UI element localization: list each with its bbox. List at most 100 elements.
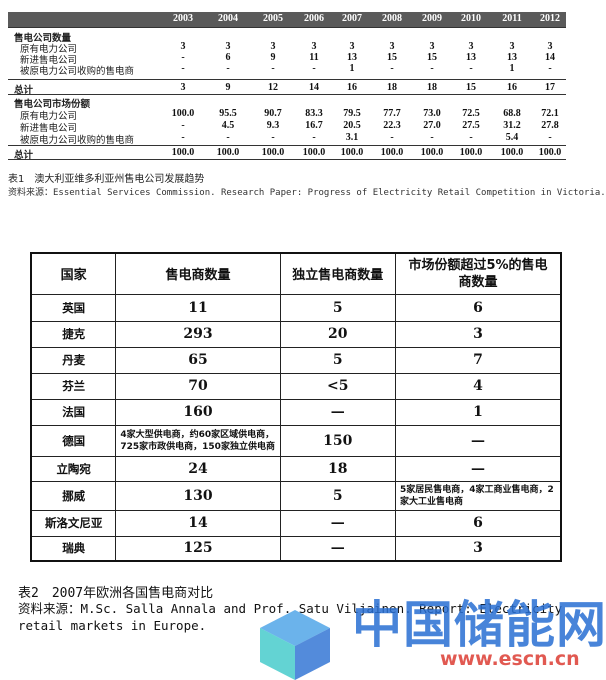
table2: 国家 售电商数量 独立售电商数量 市场份额超过5%的售电商数量 英国 11 5 6 捷克 293 2… (30, 252, 562, 562)
table-row: 德国 4家大型供电商，约60家区域供电商，725家市政供电商，150家独立供电商 1… (30, 424, 562, 457)
cell-value: 73.0 (423, 108, 441, 119)
source1: 资料来源：Essential Services Commission. Rese… (8, 188, 606, 198)
cell-value: - (271, 132, 275, 143)
cell-value: 3 (468, 41, 474, 52)
row-label: 原有电力公司 (20, 44, 78, 55)
value-cell: 7 (394, 346, 562, 374)
cell-value: 31.2 (503, 120, 521, 131)
cell-value: - (469, 132, 473, 143)
value-cell: 5 (279, 480, 396, 511)
value-cell: 4 (394, 372, 562, 400)
value-cell: — (279, 509, 396, 537)
row-label: 新进售电公司 (20, 55, 78, 66)
hline (8, 79, 566, 80)
total-label: 总计 (14, 150, 34, 161)
total-value: 100.0 (538, 147, 562, 158)
cell-value: 27.8 (541, 120, 559, 131)
cell-value: - (181, 52, 185, 63)
cell-value: - (548, 132, 552, 143)
cell-value: - (181, 120, 185, 131)
total-value: 18 (427, 82, 437, 93)
caption2: 表2 2007年欧洲各国售电商对比 (18, 586, 214, 601)
total-value: 100.0 (340, 147, 364, 158)
cell-value: 68.8 (503, 108, 521, 119)
total-value: 12 (268, 82, 278, 93)
year-header: 2006 (304, 13, 324, 24)
cell-value: 22.3 (383, 120, 401, 131)
cell-value: - (390, 132, 394, 143)
hline (8, 145, 566, 146)
cell-value: 13 (347, 52, 357, 63)
cell-value: 5.4 (505, 132, 519, 143)
section-title: 售电公司市场份额 (14, 99, 91, 110)
value-cell: 4家大型供电商，约60家区域供电商，725家市政供电商，150家独立供电商 (115, 424, 281, 457)
cell-value: 100.0 (171, 108, 195, 119)
cell-value: 3 (389, 41, 395, 52)
cell-value: 15 (387, 52, 397, 63)
value-cell: 3 (394, 535, 562, 562)
hline (8, 159, 566, 160)
cell-value: 4.5 (221, 120, 235, 131)
table-row: 斯洛文尼亚 14—6 (30, 509, 562, 537)
value-cell: 6 (394, 509, 562, 537)
source2: 资料来源：M.Sc. Salla Annala and Prof. Satu V… (18, 601, 563, 633)
cell-value: 1 (349, 63, 355, 74)
total-value: 16 (507, 82, 517, 93)
table-row: 挪威 130 5 5家居民售电商，4家工商业售电商，2家大工业售电商 (30, 480, 562, 511)
hline (8, 94, 566, 95)
year-header: 2008 (382, 13, 402, 24)
header-cell: 国家 (30, 252, 117, 295)
table-row: 立陶宛 24 18— (30, 455, 562, 482)
cell-value: 6 (225, 52, 231, 63)
country-cell: 德国 (30, 424, 117, 457)
value-cell: 65 (115, 346, 281, 374)
country-cell: 法国 (30, 398, 117, 426)
table-row: 芬兰 70 <5 4 (30, 372, 562, 400)
cell-value: - (390, 63, 394, 74)
country-cell: 丹麦 (30, 346, 117, 374)
year-header: 2007 (342, 13, 362, 24)
cell-value: 9.3 (266, 120, 280, 131)
cell-value: 3 (509, 41, 515, 52)
cell-value: 90.7 (264, 108, 282, 119)
cell-value: 15 (427, 52, 437, 63)
value-cell: 5 (279, 346, 396, 374)
value-cell: 125 (115, 535, 281, 562)
total-value: 16 (347, 82, 357, 93)
cell-value: - (271, 63, 275, 74)
year-header: 2005 (263, 13, 283, 24)
total-label: 总计 (14, 85, 34, 96)
cell-value: - (181, 132, 185, 143)
header-cell: 市场份额超过5%的售电商数量 (394, 252, 562, 295)
header-cell: 独立售电商数量 (279, 252, 396, 295)
table-row: 英国 11 5 6 (30, 293, 562, 322)
year-header: 2003 (173, 13, 193, 24)
value-cell: 293 (115, 320, 281, 348)
value-cell: 6 (394, 293, 562, 322)
value-cell: <5 (279, 372, 396, 400)
cell-value: 77.7 (383, 108, 401, 119)
total-value: 100.0 (171, 147, 195, 158)
year-header: 2012 (540, 13, 560, 24)
watermark-name: 中国储能网 (352, 595, 606, 654)
total-value: 100.0 (420, 147, 444, 158)
logo-cube (260, 610, 330, 680)
total-value: 100.0 (261, 147, 285, 158)
cell-value: 83.3 (305, 108, 323, 119)
country-cell: 瑞典 (30, 535, 117, 562)
table-row: 捷克 293 20 3 (30, 320, 562, 348)
cell-value: - (469, 63, 473, 74)
value-cell: 150 (279, 424, 396, 457)
watermark-url: www.escn.cn (440, 648, 580, 670)
value-cell: 11 (115, 293, 281, 322)
value-cell: 130 (115, 480, 281, 511)
cell-value: 3 (349, 41, 355, 52)
cell-value: 13 (507, 52, 517, 63)
total-value: 3 (180, 82, 186, 93)
table-row: 法国 160—1 (30, 398, 562, 426)
cell-value: 79.5 (343, 108, 361, 119)
value-cell: 14 (115, 509, 281, 537)
cell-value: 72.5 (462, 108, 480, 119)
cell-value: 9 (270, 52, 276, 63)
